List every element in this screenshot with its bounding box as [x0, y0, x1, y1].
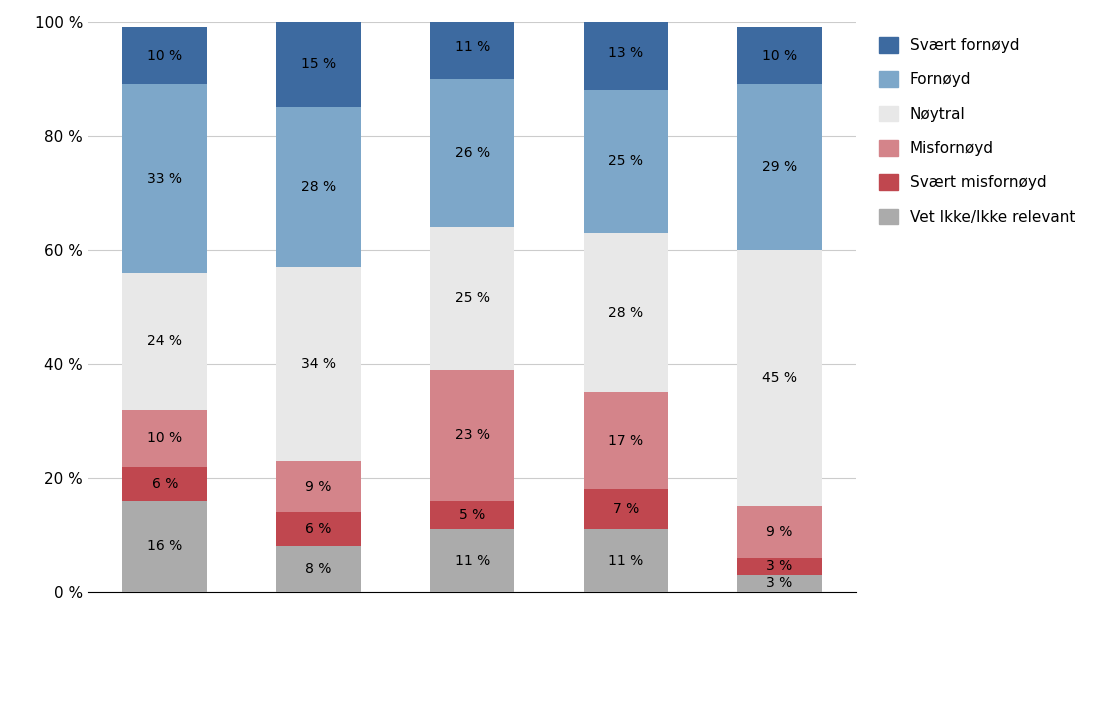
Text: 11 %: 11 %: [608, 554, 643, 567]
Bar: [584, 16, 669, 90]
Text: 16 %: 16 %: [147, 539, 182, 553]
Text: 11 %: 11 %: [455, 40, 490, 54]
Text: 45 %: 45 %: [762, 371, 797, 385]
Text: 28 %: 28 %: [301, 180, 336, 194]
Text: 25 %: 25 %: [608, 155, 643, 168]
Text: 6 %: 6 %: [305, 522, 332, 536]
Text: 26 %: 26 %: [455, 146, 490, 160]
Text: 11 %: 11 %: [455, 554, 490, 567]
Text: 17 %: 17 %: [608, 434, 643, 448]
Bar: [738, 575, 822, 592]
Text: 8 %: 8 %: [305, 562, 332, 576]
Text: 13 %: 13 %: [608, 46, 643, 60]
Bar: [738, 558, 822, 575]
Text: 9 %: 9 %: [305, 479, 332, 494]
Text: 3 %: 3 %: [766, 560, 793, 573]
Text: 34 %: 34 %: [301, 357, 336, 371]
Bar: [584, 90, 669, 232]
Bar: [430, 370, 515, 501]
Text: 33 %: 33 %: [147, 172, 182, 186]
Text: 25 %: 25 %: [455, 291, 490, 305]
Bar: [738, 27, 822, 84]
Bar: [123, 409, 206, 466]
Text: 5 %: 5 %: [459, 508, 485, 522]
Bar: [584, 490, 669, 529]
Text: 10 %: 10 %: [762, 49, 797, 63]
Text: 24 %: 24 %: [147, 334, 182, 348]
Bar: [277, 107, 360, 267]
Text: 7 %: 7 %: [613, 503, 639, 516]
Text: 6 %: 6 %: [152, 477, 178, 491]
Text: 15 %: 15 %: [301, 58, 336, 71]
Bar: [123, 466, 206, 501]
Text: 10 %: 10 %: [147, 49, 182, 63]
Bar: [738, 84, 822, 250]
Bar: [430, 501, 515, 529]
Text: 9 %: 9 %: [766, 525, 793, 539]
Bar: [430, 529, 515, 592]
Bar: [123, 273, 206, 409]
Bar: [738, 507, 822, 558]
Legend: Svært fornøyd, Fornøyd, Nøytral, Misfornøyd, Svært misfornøyd, Vet Ikke/Ikke rel: Svært fornøyd, Fornøyd, Nøytral, Misforn…: [872, 30, 1083, 232]
Bar: [430, 16, 515, 79]
Bar: [277, 22, 360, 107]
Bar: [123, 84, 206, 273]
Text: 29 %: 29 %: [762, 160, 797, 174]
Bar: [584, 232, 669, 393]
Bar: [277, 547, 360, 592]
Text: 28 %: 28 %: [608, 305, 643, 320]
Text: 23 %: 23 %: [455, 428, 490, 442]
Bar: [277, 461, 360, 512]
Bar: [584, 529, 669, 592]
Bar: [123, 501, 206, 592]
Bar: [430, 227, 515, 370]
Bar: [584, 393, 669, 490]
Bar: [430, 79, 515, 227]
Bar: [277, 512, 360, 547]
Text: 3 %: 3 %: [766, 576, 793, 591]
Text: 10 %: 10 %: [147, 431, 182, 445]
Bar: [123, 27, 206, 84]
Bar: [738, 250, 822, 507]
Bar: [277, 267, 360, 461]
